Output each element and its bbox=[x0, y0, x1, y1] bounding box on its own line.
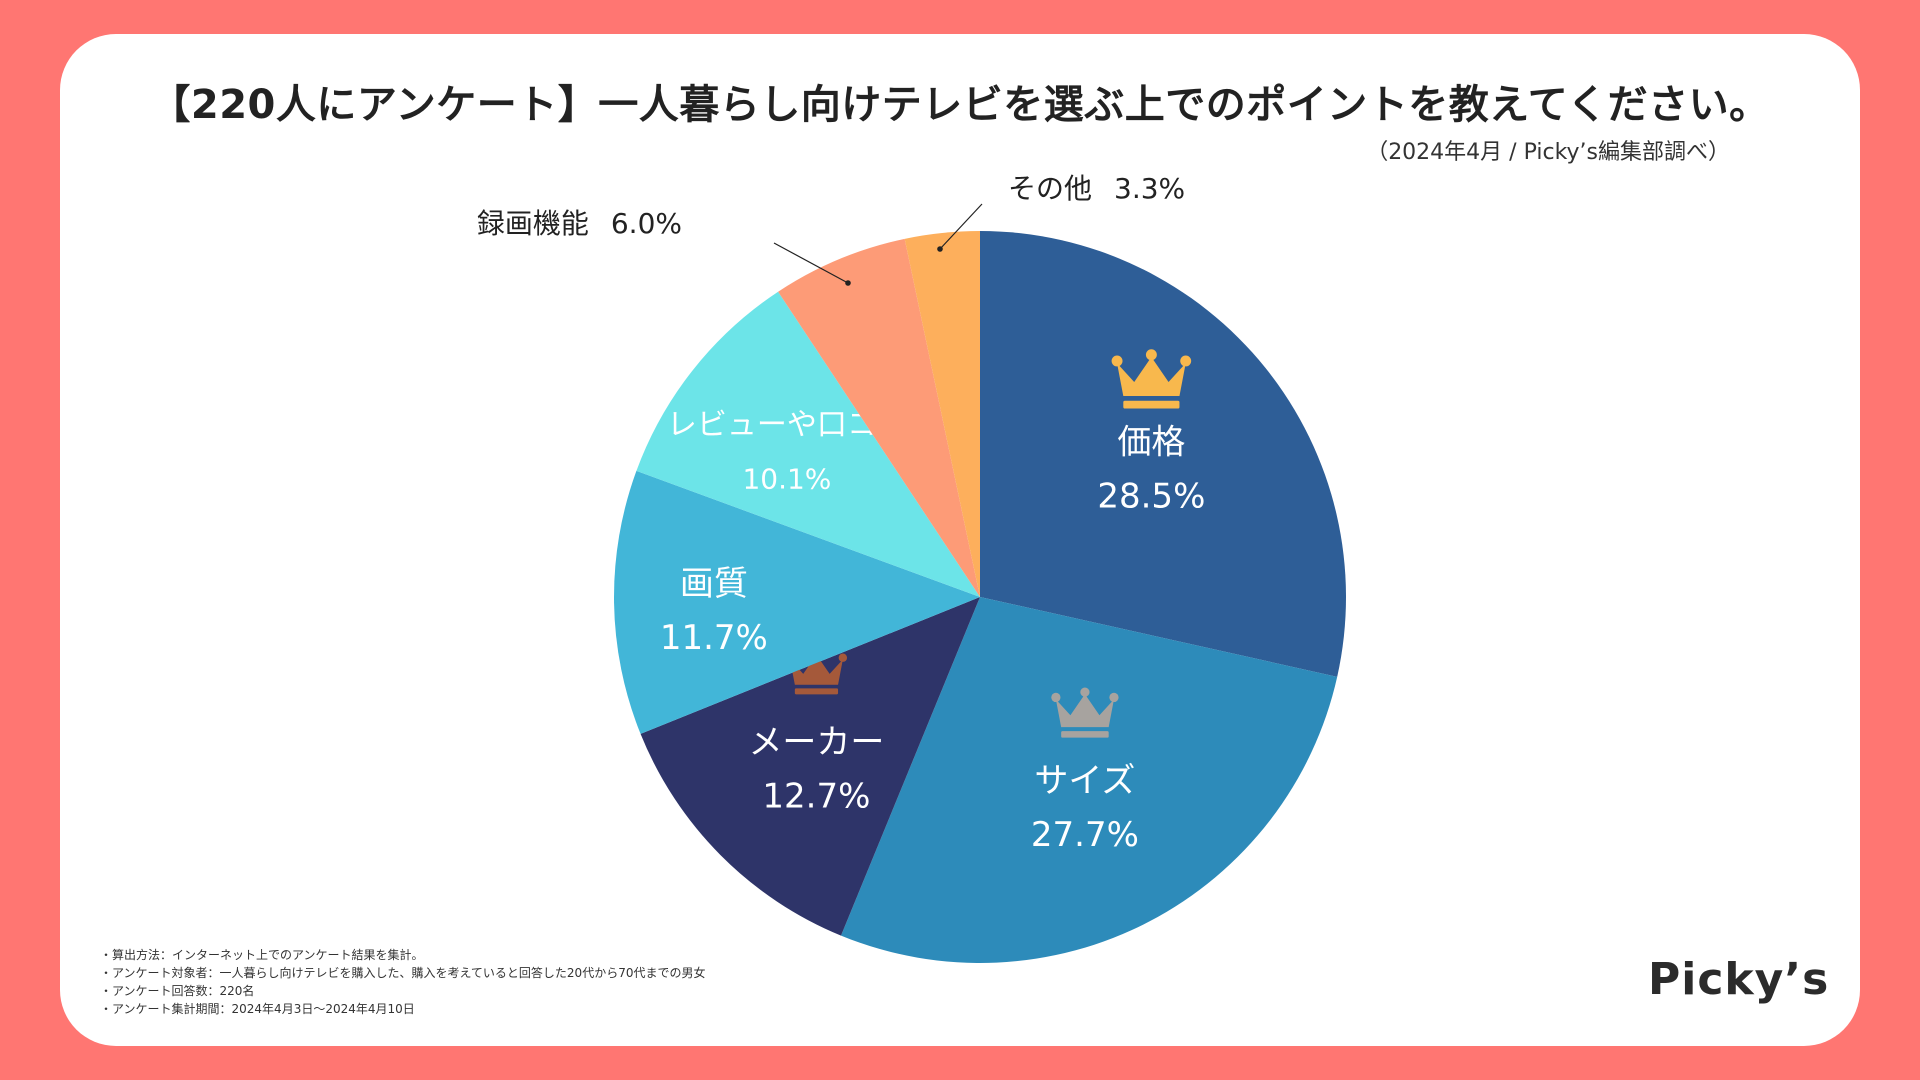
pie-slice-メーカー bbox=[640, 597, 980, 936]
slice-label-その他: その他 bbox=[1008, 172, 1092, 205]
survey-notes: ・算出方法：インターネット上でのアンケート結果を集計。 ・アンケート対象者：一人… bbox=[100, 946, 705, 1018]
slice-value-レビューや口コミ: 10.1% bbox=[742, 462, 831, 495]
outside-label-録画機能: 録画機能 6.0% bbox=[477, 207, 682, 240]
source-note: （2024年4月 / Picky’s編集部調べ） bbox=[1366, 140, 1730, 165]
slice-value-画質: 11.7% bbox=[660, 618, 768, 658]
slice-label-録画機能: 録画機能 bbox=[477, 207, 589, 240]
pie-slice-サイズ bbox=[841, 597, 1338, 963]
silver-crown-icon bbox=[1051, 687, 1119, 738]
slice-value-録画機能: 6.0% bbox=[611, 207, 682, 240]
chart-title: 【220人にアンケート】一人暮らし向けテレビを選ぶ上でのポイントを教えてください… bbox=[150, 82, 1770, 128]
pie-slice-レビューや口コミ bbox=[636, 291, 980, 597]
slice-label-価格: 価格 bbox=[1117, 423, 1185, 463]
slice-label-サイズ: サイズ bbox=[1034, 761, 1135, 801]
chart-card: 【220人にアンケート】一人暮らし向けテレビを選ぶ上でのポイントを教えてください… bbox=[60, 34, 1860, 1046]
note-period: ・アンケート集計期間：2024年4月3日〜2024年4月10日 bbox=[100, 1002, 415, 1016]
slice-label-画質: 画質 bbox=[680, 564, 748, 604]
leader-line-その他 bbox=[939, 203, 983, 250]
pie-slice-録画機能 bbox=[778, 238, 980, 597]
leader-dot-録画機能 bbox=[845, 280, 851, 286]
slice-value-価格: 28.5% bbox=[1097, 477, 1205, 517]
pie-slice-画質 bbox=[614, 470, 980, 734]
slice-value-メーカー: 12.7% bbox=[762, 777, 870, 817]
outside-label-その他: その他 3.3% bbox=[1008, 172, 1185, 205]
pie-chart: 価格28.5%サイズ27.7%メーカー12.7%画質11.7%レビューや口コミ1… bbox=[477, 172, 1346, 963]
slice-label-メーカー: メーカー bbox=[748, 723, 884, 763]
pie-slice-価格 bbox=[980, 231, 1346, 677]
note-count: ・アンケート回答数：220名 bbox=[100, 984, 255, 998]
leader-line-録画機能 bbox=[773, 242, 849, 284]
note-target: ・アンケート対象者：一人暮らし向けテレビを購入した、購入を考えていると回答した2… bbox=[100, 966, 706, 980]
brand-logo: Picky’s bbox=[1648, 954, 1830, 1005]
slice-value-その他: 3.3% bbox=[1114, 172, 1185, 205]
pie-slice-その他 bbox=[904, 231, 980, 597]
note-method: ・算出方法：インターネット上でのアンケート結果を集計。 bbox=[100, 948, 424, 962]
slice-value-サイズ: 27.7% bbox=[1031, 815, 1139, 855]
gold-crown-icon bbox=[1111, 349, 1192, 409]
leader-dot-その他 bbox=[937, 246, 943, 252]
